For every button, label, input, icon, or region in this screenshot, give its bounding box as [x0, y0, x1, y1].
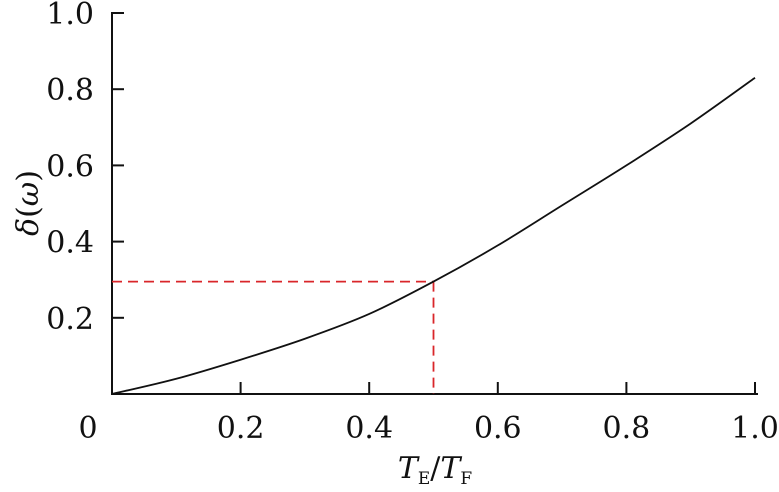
y-axis-title-open: (: [11, 206, 46, 218]
y-axis-title: δ(ω): [11, 170, 46, 236]
y-axis-title-arg: ω: [11, 182, 46, 206]
y-ticks: 0.2 0.4 0.6 0.8 1.0: [46, 0, 124, 337]
series-line: [111, 77, 756, 395]
y-axis-title-symbol: δ: [11, 218, 46, 236]
y-tick-label: 0.8: [46, 73, 94, 108]
axes: [111, 12, 758, 395]
series-layer: [111, 77, 756, 395]
x-axis-title-t1: T: [398, 451, 420, 486]
x-ticks: 0.2 0.4 0.6 0.8 1.0: [217, 382, 779, 446]
x-tick-label: 0.2: [217, 411, 265, 446]
y-tick-label: 1.0: [46, 0, 94, 32]
x-tick-label: 0.8: [603, 411, 651, 446]
origin-label: 0: [78, 411, 97, 446]
x-axis-title-sub2: F: [460, 469, 472, 489]
x-tick-label: 0.4: [345, 411, 393, 446]
y-axis-title-close: ): [11, 170, 46, 182]
y-tick-label: 0.6: [46, 149, 94, 184]
guide-lines: [112, 280, 435, 394]
y-tick-label: 0.2: [46, 302, 94, 337]
x-axis-title-t2: T: [440, 451, 462, 486]
x-axis-title: TE/TF: [398, 451, 473, 489]
x-tick-label: 1.0: [731, 411, 779, 446]
x-axis-title-sub1: E: [418, 469, 430, 489]
x-axis-title-slash: /: [430, 451, 441, 486]
x-tick-label: 0.6: [474, 411, 522, 446]
y-tick-label: 0.4: [46, 226, 94, 261]
